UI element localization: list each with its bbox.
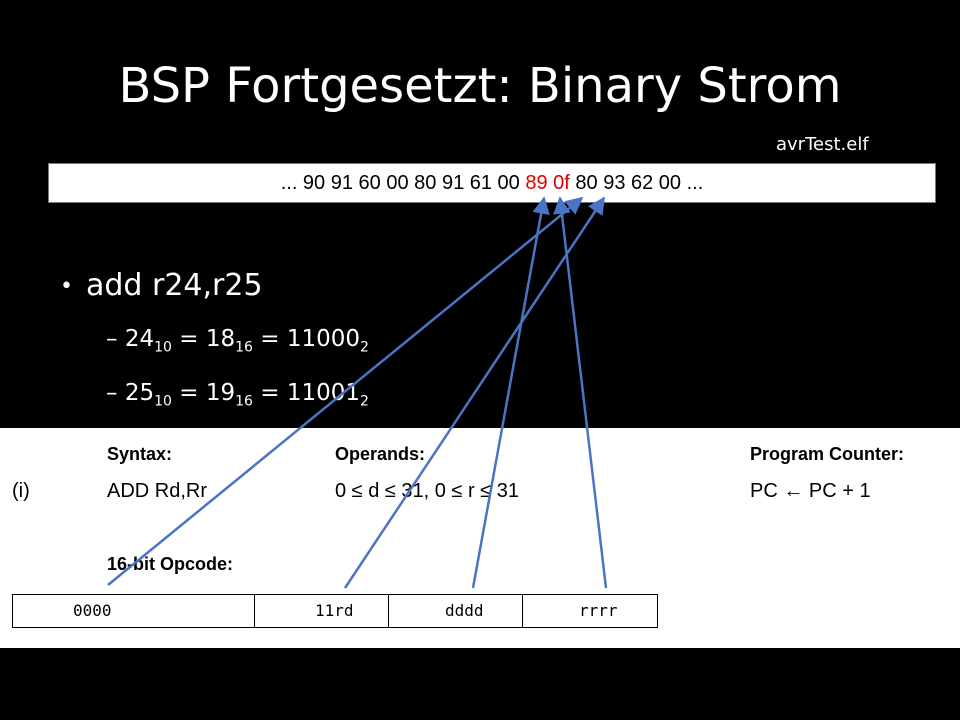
sub-dash: – — [106, 380, 118, 406]
hex-base: 16 — [235, 393, 253, 410]
opcode-cell: 0000 — [13, 595, 255, 627]
bin-value: 11001 — [286, 380, 361, 406]
opcode-table: 0000 11rd dddd rrrr — [12, 594, 658, 628]
operands-value: 0 ≤ d ≤ 31, 0 ≤ r ≤ 31 — [335, 480, 519, 502]
operands-header: Operands: — [335, 444, 426, 464]
dec-value: 25 — [124, 380, 155, 406]
dec-base: 10 — [154, 393, 172, 410]
dec-value: 24 — [124, 326, 155, 352]
opcode-cell: 11rd — [255, 595, 389, 627]
hex-base: 16 — [235, 339, 253, 356]
dec-base: 10 — [154, 339, 172, 356]
bin-base: 2 — [360, 339, 369, 356]
sub-bullet-r24: – 2410 = 1816 = 110002 — [106, 326, 369, 356]
program-counter-header: Program Counter: — [750, 444, 905, 464]
byte-stream-box: ... 90 91 60 00 80 91 61 00 89 0f 80 93 … — [48, 163, 936, 203]
byte-stream-before: ... 90 91 60 00 80 91 61 00 — [280, 172, 526, 194]
syntax-header: Syntax: — [107, 444, 173, 464]
opcode-header: 16-bit Opcode: — [107, 554, 234, 574]
program-counter-value: PC ← PC + 1 — [750, 480, 871, 502]
bullet-add-instruction: • add r24,r25 — [60, 268, 263, 303]
byte-stream-after: 80 93 62 00 ... — [569, 172, 704, 194]
syntax-value: ADD Rd,Rr — [107, 480, 208, 502]
hex-value: 18 — [205, 326, 236, 352]
bullet-marker: • — [60, 274, 73, 299]
file-label: avrTest.elf — [776, 134, 869, 155]
bin-base: 2 — [360, 393, 369, 410]
hex-value: 19 — [205, 380, 236, 406]
byte-stream-highlight: 89 0f — [525, 172, 570, 194]
opcode-cell: rrrr — [579, 601, 618, 620]
form-index: (i) — [12, 480, 30, 502]
bin-value: 11000 — [286, 326, 361, 352]
sub-dash: – — [106, 326, 118, 352]
bullet-text: add r24,r25 — [86, 268, 263, 303]
sub-bullet-r25: – 2510 = 1916 = 110012 — [106, 380, 369, 410]
opcode-cell: dddd — [389, 595, 523, 627]
slide-title: BSP Fortgesetzt: Binary Strom — [118, 58, 842, 114]
